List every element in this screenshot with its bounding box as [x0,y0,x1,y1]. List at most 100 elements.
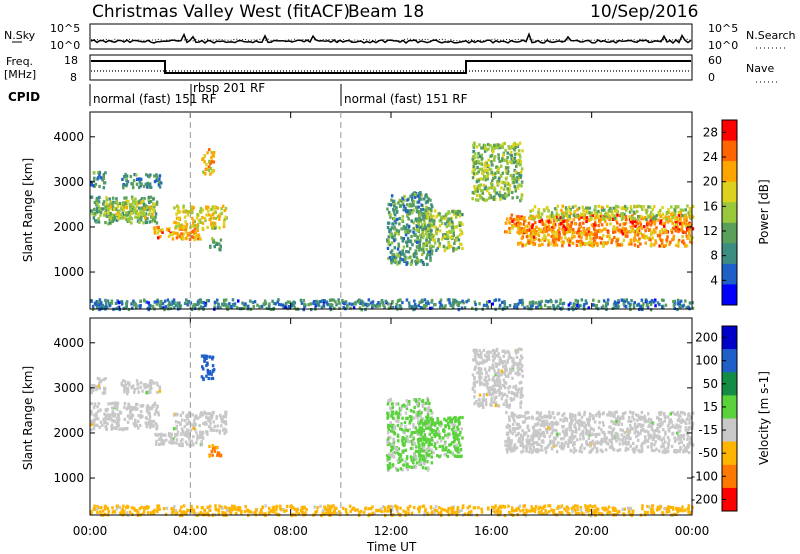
echo-cell [624,231,628,235]
echo-cell [566,230,569,234]
echo-cell [625,298,628,302]
echo-cell [688,222,692,227]
echo-cell [439,303,443,307]
echo-cell [421,306,425,310]
echo-cell [455,247,458,251]
echo-cell [217,451,221,455]
echo-cell [478,302,481,306]
echo-cell [401,202,405,206]
echo-cell [233,304,236,308]
echo-cell [214,241,217,245]
echo-cell [196,213,199,217]
echo-cell [235,306,239,310]
echo-cell [529,239,532,243]
echo-cell [150,379,154,383]
echo-cell [148,382,151,386]
echo-cell [500,180,504,184]
echo-cell [142,298,146,302]
echo-cell [504,351,507,355]
echo-cell [174,220,177,225]
echo-cell [531,215,535,219]
echo-cell [567,303,571,307]
echo-cell [610,212,614,216]
echo-cell [519,405,522,409]
echo-cell [213,449,217,453]
echo-cell [593,233,596,237]
echo-cell [588,429,592,433]
echo-cell [567,217,570,221]
echo-cell [175,216,179,220]
echo-cell [437,421,440,425]
echo-cell [426,410,430,414]
echo-cell [205,207,208,211]
echo-cell [511,366,515,370]
echo-cell [387,423,390,427]
echo-cell [123,213,127,218]
echo-cell [143,207,147,211]
freq-left-tick-top: 18 [64,54,78,67]
echo-cell [156,383,159,387]
echo-cell [649,308,653,312]
echo-cell [520,217,524,221]
echo-cell [208,412,212,416]
echo-cell [157,225,160,229]
echo-cell [216,215,220,219]
echo-cell [484,379,488,383]
echo-cell [201,413,204,417]
echo-cell [108,197,111,201]
echo-cell [321,298,324,303]
echo-cell [134,421,138,425]
echo-cell [472,145,476,149]
echo-cell [95,196,99,201]
echo-cell [587,226,591,231]
echo-cell [483,367,487,371]
echo-cell [617,299,620,303]
echo-cell [387,306,391,310]
echo-cell [422,444,425,448]
echo-cell [430,448,433,452]
echo-cell [647,228,651,232]
echo-cell [507,386,510,390]
echo-cell [90,389,93,393]
echo-cell [579,241,582,245]
echo-cell [120,213,123,217]
echo-cell [519,358,522,362]
echo-cell [135,177,139,181]
echo-cell [530,240,533,244]
echo-cell [210,376,213,381]
echo-cell [480,381,483,385]
echo-cell [486,168,489,172]
echo-cell [474,348,477,352]
echo-cell [145,385,148,389]
echo-cell [573,235,576,239]
echo-cell [621,214,624,218]
echo-cell [485,383,489,387]
echo-cell [674,225,678,229]
echo-cell [639,431,642,436]
echo-cell [389,436,392,440]
echo-cell [523,215,526,220]
echo-cell [110,412,114,416]
echo-cell [493,388,496,392]
echo-cell [517,347,521,351]
echo-cell [685,449,688,453]
echo-cell [436,246,439,250]
echo-cell [520,167,524,171]
echo-cell [419,233,422,237]
echo-cell [476,371,479,375]
echo-cell [391,253,394,257]
echo-cell [494,175,497,179]
echo-cell [393,424,396,429]
echo-cell [176,231,179,235]
echo-cell [534,434,537,438]
echo-cell [573,222,577,226]
echo-cell [176,209,180,213]
echo-cell [570,306,574,310]
echo-cell [182,210,185,214]
echo-cell [137,426,140,430]
echo-cell [172,437,175,441]
echo-cell [632,219,636,223]
echo-cell [616,242,620,247]
echo-cell [139,182,143,186]
noise-search-trace [91,38,692,42]
